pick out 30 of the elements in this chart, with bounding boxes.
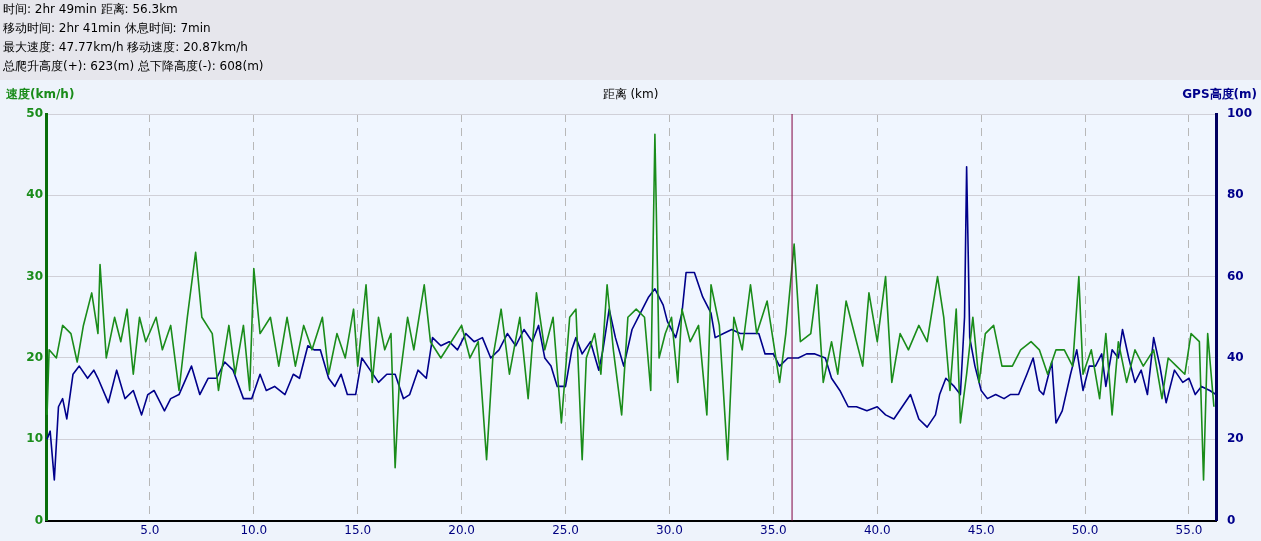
x-tick-label: 15.0	[344, 522, 372, 537]
x-tick-label: 30.0	[656, 522, 683, 537]
text: 最大速度: 47.77km/h 移动速度: 20.87km/h	[3, 39, 249, 56]
y2-tick-label: 100	[1227, 106, 1253, 121]
y-tick-label: 30	[26, 268, 43, 283]
y-tick-label: 40	[26, 187, 43, 202]
x-axis-title: 距离 (km)	[602, 87, 659, 101]
y-tick-label: 10	[26, 431, 43, 446]
y-tick-label: 20	[26, 350, 43, 365]
x-tick-label: 35.0	[759, 522, 787, 537]
x-tick-label: 40.0	[863, 522, 891, 537]
x-tick-label: 5.0	[140, 522, 160, 537]
text: 总爬升高度(+): 623(m) 总下降高度(-): 608(m)	[3, 58, 265, 75]
x-tick-label: 25.0	[552, 522, 579, 537]
y2-tick-label: 20	[1227, 431, 1244, 446]
y2-tick-label: 80	[1227, 187, 1244, 202]
text: 时间: 2hr 49min 距离: 56.3km	[3, 1, 179, 18]
x-tick-label: 50.0	[1071, 522, 1099, 537]
x-tick-label: 10.0	[240, 522, 268, 537]
text: 移动时间: 2hr 41min 休息时间: 7min	[3, 20, 212, 37]
y2-tick-label: 60	[1227, 268, 1244, 283]
y2-tick-label: 40	[1227, 350, 1244, 365]
y2-axis-title: GPS高度(m)	[1182, 86, 1257, 103]
x-tick-label: 20.0	[448, 522, 475, 537]
y-tick-label: 50	[26, 106, 43, 121]
y2-tick-label: 0	[1227, 512, 1236, 527]
x-tick-label: 45.0	[967, 522, 995, 537]
y-tick-label: 0	[34, 512, 43, 527]
y-axis-title: 速度(km/h)	[6, 86, 75, 103]
x-tick-label: 55.0	[1175, 522, 1203, 537]
